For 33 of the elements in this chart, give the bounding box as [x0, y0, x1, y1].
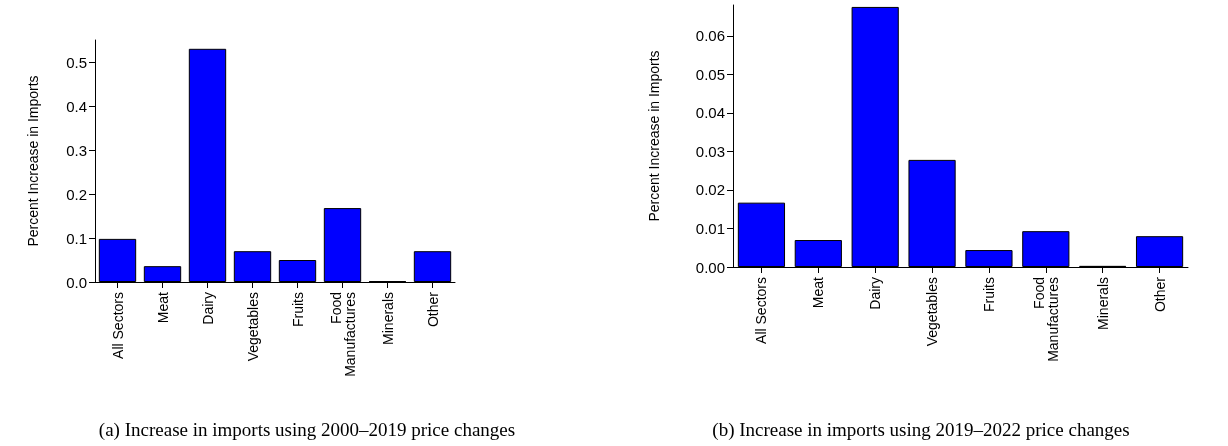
x-tick-label: All Sectors: [753, 277, 770, 344]
x-tick-label: Meat: [154, 291, 171, 324]
text: (b) Increase in imports using 2019–2022 price changes: [712, 419, 1130, 441]
x-tick-label: Vegetables: [924, 277, 941, 347]
x-tick-label: Vegetables: [244, 292, 261, 362]
y-tick-label: 0.0: [66, 273, 87, 291]
y-tick-label: 0.1: [66, 229, 87, 247]
x-tick-label: All Sectors: [109, 292, 126, 359]
y-tick-label: 0.4: [66, 97, 87, 115]
text: (a) Increase in imports using 2000–2019 price changes: [98, 419, 516, 441]
x-tick-label: Dairy: [867, 277, 884, 310]
y-tick-label: 0.00: [695, 258, 725, 276]
x-tick-label: Fruits: [980, 277, 997, 312]
x-tick-label: Meat: [810, 276, 827, 309]
y-tick-label: 0.05: [695, 65, 725, 83]
y-tick-label: 0.06: [695, 27, 725, 45]
y-tick-label: 0.2: [66, 185, 87, 203]
x-tick-label: Minerals: [379, 292, 396, 345]
y-tick-label: 0.04: [695, 104, 725, 122]
y-axis-title: Percent Increase in Imports: [646, 50, 662, 222]
y-tick-label: 0.01: [695, 219, 725, 237]
y-tick-label: 0.03: [695, 142, 725, 160]
x-tick-label: Food Manufactures: [327, 292, 358, 377]
y-tick-label: 0.02: [695, 181, 725, 199]
x-tick-label: Other: [1151, 276, 1168, 313]
y-tick-label: 0.3: [66, 141, 87, 159]
x-tick-label: Fruits: [289, 292, 306, 327]
x-tick-label: Dairy: [199, 292, 216, 325]
y-tick-label: 0.5: [66, 53, 87, 71]
y-axis-title: Percent Increase in Imports: [25, 75, 41, 247]
x-tick-label: Minerals: [1094, 277, 1111, 330]
x-tick-label: Other: [424, 291, 441, 328]
x-tick-label: Food Manufactures: [1030, 277, 1061, 362]
